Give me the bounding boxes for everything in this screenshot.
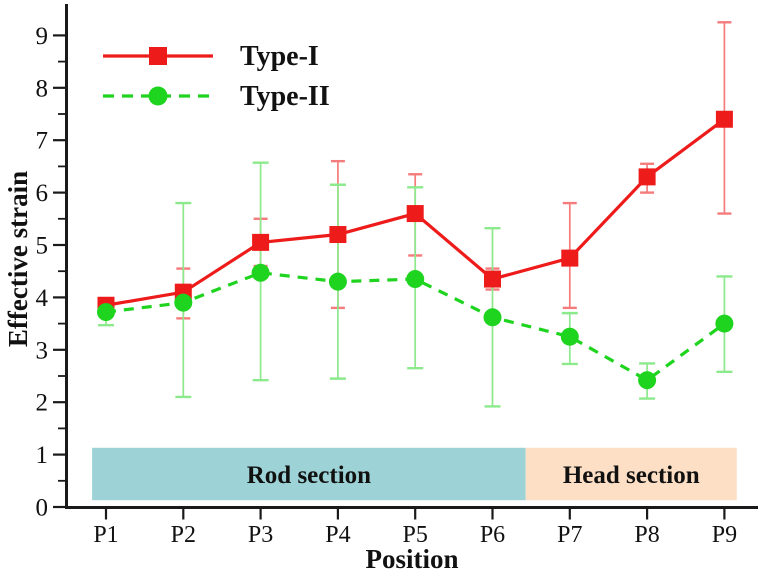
x-tick-label: P7 [557,522,582,548]
section-band-label-rod: Rod section [247,462,371,489]
data-point-circle [174,293,193,312]
y-tick-label: 4 [36,285,49,312]
x-tick-label: P3 [248,522,273,548]
y-tick-label: 6 [36,180,49,207]
legend-marker-square [149,47,167,65]
data-point-circle [328,272,347,291]
legend-label-type-ii: Type-II [240,81,330,112]
y-tick-label: 1 [36,442,49,469]
data-point-square [252,233,270,251]
y-tick-label: 0 [36,495,49,522]
data-point-square [329,226,347,244]
data-point-circle [483,308,502,327]
x-tick-label: P6 [480,522,505,548]
y-tick-label: 5 [36,233,49,260]
x-tick-label: P9 [712,522,737,548]
section-band-head [525,447,737,501]
data-point-square [484,270,501,288]
x-tick-label: P1 [93,522,118,548]
x-tick-label: P8 [634,522,659,548]
data-point-circle [560,327,579,346]
y-tick-label: 3 [36,337,49,364]
data-point-square [406,205,424,223]
y-tick-label: 8 [36,75,49,102]
data-point-circle [97,303,115,322]
section-band-label-head: Head section [563,462,700,489]
data-point-square [715,110,733,128]
data-point-circle [251,263,270,282]
data-point-circle [406,270,425,289]
y-tick-label: 2 [36,390,49,417]
data-point-circle [715,314,734,333]
data-point-square [638,168,656,186]
data-point-square [561,249,579,267]
x-tick-label: P5 [403,522,428,548]
data-point-circle [638,371,657,390]
y-tick-label: 7 [36,128,49,155]
x-tick-label: P2 [171,522,196,548]
series-markers-type-ii [97,263,734,390]
y-tick-label: 9 [36,23,49,50]
y-axis-title: Effective strain [3,171,33,347]
legend-marker-circle [148,86,168,106]
x-axis-title: Position [365,544,458,574]
legend: Type-I Type-II [103,41,330,112]
section-band-rod [92,447,526,501]
x-tick-label: P4 [325,522,350,548]
legend-label-type-i: Type-I [240,41,319,72]
